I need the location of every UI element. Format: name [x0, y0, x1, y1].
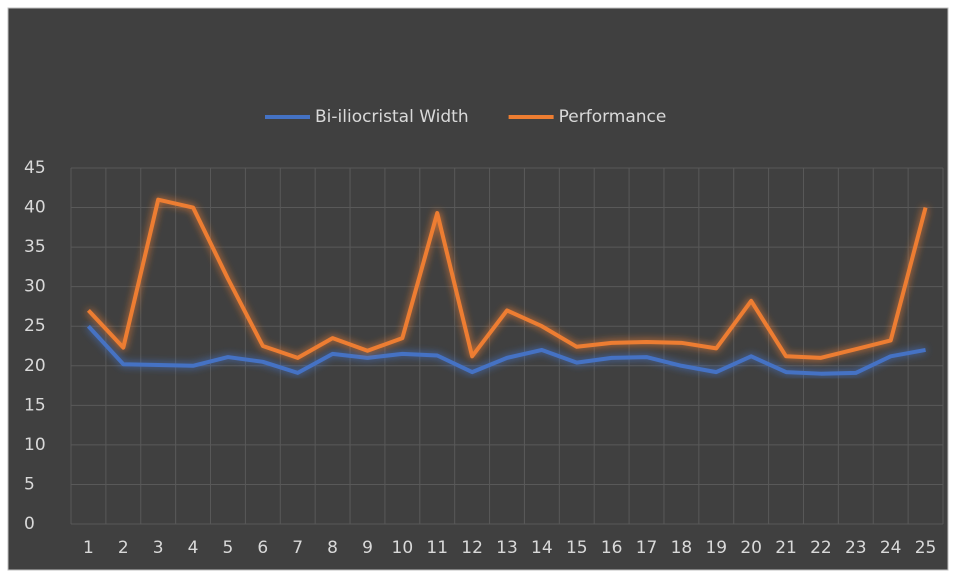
- x-tick-label: 3: [153, 538, 164, 558]
- x-tick-label: 5: [223, 538, 234, 558]
- y-tick-label: 45: [24, 158, 46, 178]
- chart-background: [7, 7, 949, 571]
- y-tick-label: 40: [24, 198, 46, 218]
- x-tick-label: 17: [636, 538, 658, 558]
- x-tick-label: 24: [880, 538, 902, 558]
- x-tick-label: 9: [362, 538, 373, 558]
- x-tick-label: 2: [118, 538, 129, 558]
- x-tick-label: 4: [188, 538, 199, 558]
- x-tick-label: 1: [83, 538, 94, 558]
- y-tick-label: 15: [24, 395, 46, 415]
- y-tick-label: 20: [24, 356, 46, 376]
- x-tick-label: 11: [426, 538, 448, 558]
- y-tick-label: 0: [24, 514, 35, 534]
- y-tick-label: 10: [24, 435, 46, 455]
- plot: [86, 197, 928, 376]
- x-tick-label: 18: [671, 538, 693, 558]
- x-tick-label: 21: [775, 538, 797, 558]
- y-tick-label: 35: [24, 237, 46, 257]
- x-tick-label: 8: [327, 538, 338, 558]
- x-tick-label: 15: [566, 538, 588, 558]
- x-tick-label: 25: [915, 538, 937, 558]
- x-tick-label: 13: [496, 538, 518, 558]
- x-tick-label: 10: [392, 538, 414, 558]
- x-tick-label: 6: [257, 538, 268, 558]
- series-line: [86, 324, 926, 376]
- x-tick-label: 14: [531, 538, 553, 558]
- x-tick-label: 19: [705, 538, 727, 558]
- legend-label: Performance: [559, 107, 667, 127]
- series-line: [86, 197, 928, 360]
- y-tick-label: 5: [24, 474, 35, 494]
- x-tick-label: 16: [601, 538, 623, 558]
- x-tick-label: 22: [810, 538, 832, 558]
- y-tick-label: 25: [24, 316, 46, 336]
- y-tick-label: 30: [24, 277, 46, 297]
- legend-label: Bi-iliocristal Width: [315, 107, 469, 127]
- x-tick-label: 23: [845, 538, 867, 558]
- x-tick-label: 20: [740, 538, 762, 558]
- x-tick-label: 7: [292, 538, 303, 558]
- x-tick-label: 12: [461, 538, 483, 558]
